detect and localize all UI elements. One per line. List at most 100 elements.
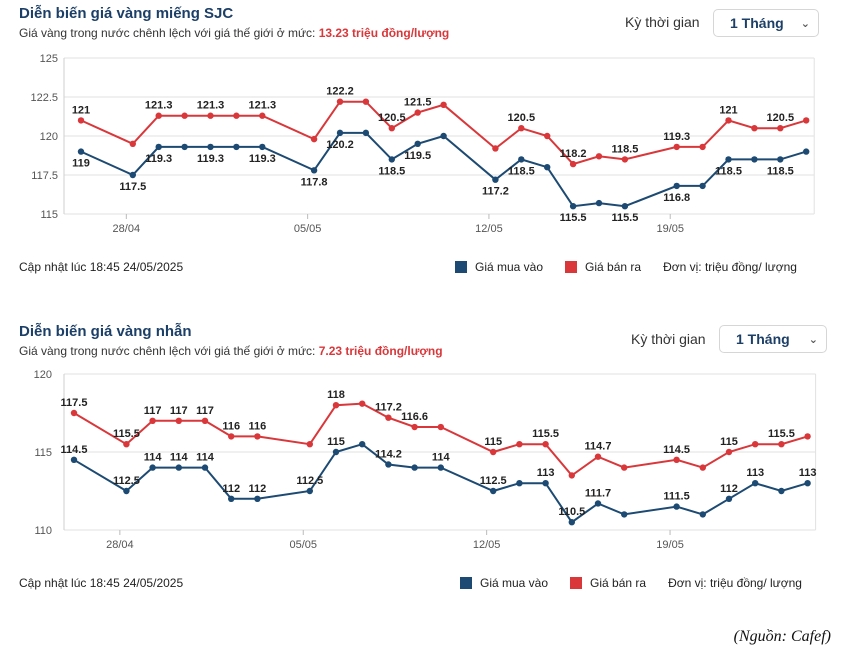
data-label: 118.5 (715, 165, 742, 177)
y-tick-label: 120 (40, 131, 58, 143)
data-point (259, 112, 266, 119)
data-point (175, 464, 182, 471)
data-label: 116 (249, 420, 267, 432)
data-label: 114.5 (61, 444, 88, 456)
data-label: 118 (327, 389, 345, 401)
data-label: 121.5 (404, 97, 432, 109)
data-point (181, 112, 188, 119)
data-label: 112.5 (296, 475, 323, 487)
data-point (751, 156, 758, 163)
data-label: 121 (719, 104, 737, 116)
data-point (149, 464, 156, 471)
data-label: 117 (144, 405, 162, 417)
data-point (751, 125, 758, 132)
period-select[interactable]: 1 Tháng ⌄ (719, 325, 827, 353)
data-point (332, 448, 340, 456)
data-point (129, 171, 136, 179)
subtitle-value: 13.23 triệu đồng/lượng (318, 26, 450, 40)
data-label: 114.7 (585, 441, 612, 453)
data-point (306, 487, 313, 495)
period-select-value: 1 Tháng (730, 15, 784, 31)
data-label: 122.2 (326, 86, 354, 98)
data-point (542, 480, 549, 487)
data-point (201, 464, 209, 471)
data-point (437, 464, 444, 471)
data-point (259, 143, 266, 151)
x-tick-label: 19/05 (656, 223, 684, 235)
chart-panel-sjc: Diễn biến giá vàng miếng SJC Giá vàng tr… (0, 0, 849, 290)
data-point (123, 441, 130, 448)
chart-panel-ring: Diễn biến giá vàng nhẫn Giá vàng trong n… (0, 318, 849, 608)
data-label: 114 (144, 452, 163, 464)
data-point (699, 143, 706, 151)
data-point (777, 156, 784, 163)
data-point (621, 464, 628, 471)
y-tick-label: 117.5 (31, 170, 58, 182)
period-label: Kỳ thời gian (625, 14, 700, 30)
data-point (440, 101, 447, 109)
data-label: 115 (484, 436, 502, 448)
data-point (388, 125, 395, 132)
data-label: 119 (72, 158, 90, 170)
data-point (388, 156, 395, 163)
data-label: 120.5 (767, 112, 795, 124)
data-point (673, 503, 680, 510)
data-label: 119.3 (197, 153, 224, 165)
period-select[interactable]: 1 Tháng ⌄ (713, 9, 819, 37)
updated-time: Cập nhật lúc 18:45 24/05/2025 (19, 576, 184, 590)
data-point (777, 125, 784, 132)
data-point (437, 423, 444, 431)
data-point (804, 480, 811, 487)
data-point (699, 464, 706, 471)
y-tick-label: 115 (34, 447, 52, 459)
data-label: 111.7 (585, 487, 611, 499)
data-label: 118.5 (767, 165, 794, 177)
data-label: 117 (170, 405, 188, 417)
data-label: 110.5 (558, 506, 585, 518)
data-point (621, 511, 628, 518)
chart-subtitle: Giá vàng trong nước chênh lệch với giá t… (19, 26, 449, 40)
data-point (725, 117, 732, 124)
legend-swatch-sell (565, 261, 578, 273)
data-label: 112.5 (480, 475, 507, 487)
source-note: (Nguồn: Cafef) (733, 628, 831, 645)
x-tick-label: 05/05 (294, 223, 322, 235)
data-label: 121 (72, 104, 90, 116)
data-label: 119.3 (249, 153, 276, 165)
data-point (568, 472, 575, 479)
legend-label-buy: Giá mua vào (480, 576, 549, 590)
x-tick-label: 28/04 (113, 223, 141, 235)
data-point (310, 167, 318, 174)
subtitle-prefix: Giá vàng trong nước chênh lệch với giá t… (19, 26, 316, 40)
unit-label: Đơn vị: triệu đồng/ lượng (668, 576, 802, 590)
data-label: 116.8 (663, 192, 690, 204)
data-point (362, 98, 370, 105)
data-point (123, 487, 130, 495)
y-tick-label: 122.5 (30, 92, 58, 104)
data-label: 115 (327, 436, 345, 448)
data-point (77, 148, 85, 155)
legend-label-buy: Giá mua vào (475, 260, 544, 274)
data-point (699, 182, 706, 190)
data-label: 117.2 (375, 402, 402, 414)
x-tick-label: 12/05 (475, 223, 503, 235)
subtitle-prefix: Giá vàng trong nước chênh lệch với giá t… (19, 344, 316, 358)
data-point (544, 132, 551, 140)
data-point (175, 417, 182, 424)
chart-title: Diễn biến giá vàng miếng SJC (19, 5, 234, 22)
data-point (362, 129, 370, 137)
data-label: 113 (537, 467, 555, 479)
data-label: 116.6 (401, 411, 428, 423)
data-label: 119.5 (404, 150, 431, 162)
data-label: 118.5 (508, 165, 535, 177)
data-point (569, 203, 577, 210)
data-point (725, 495, 733, 502)
data-point (542, 441, 549, 448)
data-label: 112 (222, 483, 240, 495)
data-label: 111.5 (663, 491, 689, 503)
data-label: 115.5 (113, 428, 140, 440)
legend-label-sell: Giá bán ra (585, 260, 642, 274)
data-label: 121.3 (197, 100, 225, 112)
series-line-0 (80, 131, 807, 208)
data-label: 112 (720, 483, 738, 495)
